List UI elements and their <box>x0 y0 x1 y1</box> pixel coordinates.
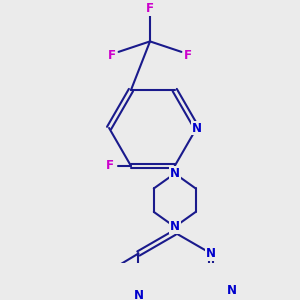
Text: N: N <box>206 247 216 260</box>
Text: N: N <box>134 289 143 300</box>
Text: N: N <box>170 220 180 233</box>
Text: N: N <box>227 284 237 297</box>
Text: N: N <box>170 167 180 180</box>
Text: N: N <box>192 122 202 134</box>
Text: F: F <box>184 49 192 62</box>
Text: F: F <box>106 159 114 172</box>
Text: F: F <box>146 2 154 15</box>
Text: F: F <box>108 49 116 62</box>
